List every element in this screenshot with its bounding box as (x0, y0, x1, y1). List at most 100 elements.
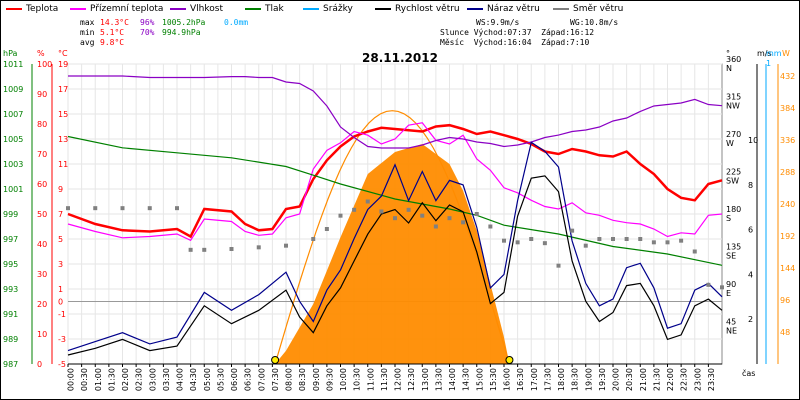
pressure-axis-tick-label: 989 (3, 335, 18, 344)
stats-label-max: max (80, 18, 95, 27)
x-tick-label: 13:00 (421, 368, 430, 391)
legend-item-srazky: Srážky (303, 4, 353, 14)
temperature-axis-unit: °C (58, 49, 68, 58)
direction-tick-label: SW (726, 177, 739, 186)
legend-swatch (303, 8, 319, 10)
wind-direction-point (433, 224, 438, 229)
wind-direction-point (365, 199, 370, 204)
x-tick-label: 06:00 (230, 368, 239, 391)
pressure-axis-tick-label: 995 (3, 260, 18, 269)
x-tick-label: 11:00 (366, 368, 375, 391)
wind-direction-point (229, 247, 234, 251)
wind-direction-point (93, 206, 98, 211)
direction-tick-label: S (726, 214, 731, 223)
wind-direction-point (379, 209, 384, 214)
x-tick-label: 12:30 (407, 368, 416, 391)
legend-label: Směr větru (573, 4, 624, 14)
x-tick-label: 07:30 (271, 368, 280, 391)
x-tick-label: 02:30 (135, 368, 144, 391)
series-line-tlak (67, 135, 723, 266)
legend-swatch (375, 8, 391, 10)
wind-direction-point (515, 240, 520, 245)
wind-direction-point (461, 220, 466, 225)
direction-tick-label: W (726, 139, 734, 148)
humidity-axis-unit: % (37, 49, 45, 58)
x-tick-label: 03:00 (148, 368, 157, 391)
stats-rain-max: 0.0mm (224, 18, 249, 27)
wind-direction-series (66, 199, 724, 290)
direction-tick-label: 360 (726, 55, 741, 64)
x-axis-label: čas (742, 368, 755, 378)
chart-title: 28.11.2012 (362, 51, 438, 65)
x-tick-label: 19:00 (584, 368, 593, 391)
direction-axis-unit: ° (726, 49, 730, 58)
direction-tick-label: N (726, 64, 732, 73)
x-tick-label: 02:00 (121, 368, 130, 391)
wind-direction-point (529, 237, 534, 241)
humidity-axis-tick-label: 10 (37, 330, 47, 339)
humidity-axis-tick-label: 40 (37, 240, 47, 249)
x-tick-label: 15:00 (475, 368, 484, 391)
wind-tick-label: 10 (748, 136, 758, 145)
legend-label: Srážky (323, 4, 353, 14)
stats-temp-avg: 9.8°C (100, 38, 125, 47)
solar-tick-label: 384 (780, 104, 795, 113)
direction-tick-label: E (726, 289, 731, 298)
legend-item-smer-vetru: Směr větru (553, 4, 623, 14)
wind-direction-point (583, 243, 588, 248)
wind-tick-label: 6 (748, 226, 753, 235)
solar-tick-label: 144 (780, 264, 795, 273)
stats-label-min: min (80, 28, 95, 37)
series-line-teplota (67, 123, 723, 239)
wind-direction-point (611, 237, 615, 241)
stats-hum-max: 96% (140, 18, 155, 27)
solar-tick-label: 336 (780, 136, 795, 145)
wind-direction-point (406, 207, 411, 212)
solar-area (275, 144, 510, 364)
pressure-axis-tick-label: 1011 (3, 60, 23, 69)
temperature-axis-tick-label: -3 (58, 335, 66, 344)
x-tick-label: 09:00 (312, 368, 321, 391)
pressure-axis-tick-label: 987 (3, 360, 18, 369)
legend-swatch (245, 8, 261, 10)
humidity-axis-tick-label: 50 (37, 210, 47, 219)
pressure-axis-tick-label: 1007 (3, 110, 23, 119)
direction-tick-label: SE (726, 252, 736, 261)
solar-tick-label: 192 (780, 232, 795, 241)
series-line-vlhkost (68, 75, 723, 149)
x-tick-label: 17:30 (543, 368, 552, 391)
wind-direction-point (502, 238, 506, 243)
series-line-n-raz-v-tru (67, 141, 723, 352)
stats-press-max: 1005.2hPa (162, 18, 206, 27)
temperature-axis-tick-label: -1 (58, 310, 66, 319)
pressure-axis-tick-label: 993 (3, 285, 18, 294)
legend-swatch (170, 8, 186, 10)
x-tick-label: 14:00 (448, 368, 457, 391)
direction-tick-label: 225 (726, 168, 741, 177)
astro-moon: Měsíc Východ:16:04 Západ:7:10 (440, 38, 590, 47)
x-tick-label: 16:30 (516, 368, 525, 391)
legend-swatch (467, 8, 483, 10)
direction-tick-label: 135 (726, 243, 741, 252)
series-line-rychlost-v-tru (67, 175, 723, 356)
temperature-axis-tick-label: 9 (58, 185, 63, 194)
solar-tick-label: 48 (780, 328, 790, 337)
wind-direction-point (352, 207, 357, 212)
humidity-axis-tick-label: 20 (37, 300, 47, 309)
humidity-axis-tick-label: 80 (37, 120, 47, 129)
temperature-axis-tick-label: 3 (58, 260, 63, 269)
x-tick-label: 01:00 (94, 368, 103, 391)
humidity-axis-tick-label: 90 (37, 90, 47, 99)
direction-tick-label: 90 (726, 280, 736, 289)
x-tick-label: 11:30 (380, 368, 389, 391)
stats-humidity: 96% 70% (140, 18, 154, 38)
wind-direction-point (706, 282, 711, 287)
stats-hum-min: 70% (140, 28, 155, 37)
pressure-axis-tick-label: 1001 (3, 185, 23, 194)
stats-rain: 0.0mm (224, 18, 248, 28)
stats-label-avg: avg (80, 38, 95, 47)
x-tick-label: 06:30 (244, 368, 253, 391)
series-line-p-zemn-teplota (67, 122, 723, 242)
wind-direction-point (188, 247, 193, 252)
